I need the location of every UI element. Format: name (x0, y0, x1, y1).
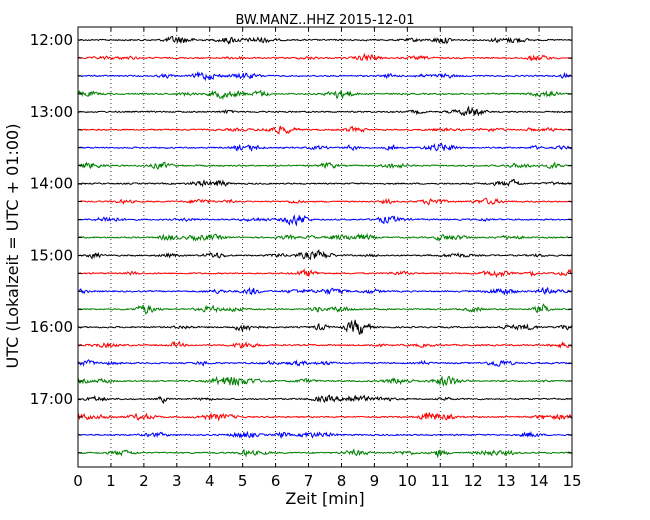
x-tick-label: 8 (337, 472, 347, 490)
trace-1515 (77, 268, 572, 279)
y-tick-label: 13:00 (30, 103, 73, 121)
x-tick-label: 10 (398, 472, 417, 490)
trace-1530 (77, 286, 572, 296)
seismic-traces (77, 35, 572, 459)
x-tick-label: 15 (562, 472, 581, 490)
trace-1600 (77, 319, 572, 335)
x-grid (110, 27, 540, 467)
x-tick-label: 5 (238, 472, 248, 490)
trace-1630 (77, 359, 572, 368)
x-tick-label: 2 (139, 472, 149, 490)
x-tick-label: 12 (464, 472, 483, 490)
trace-1200 (77, 35, 572, 45)
x-tick-label: 1 (106, 472, 116, 490)
trace-1430 (77, 214, 572, 227)
x-tick-label: 14 (530, 472, 549, 490)
trace-1730 (77, 430, 572, 440)
x-tick-label: 3 (172, 472, 182, 490)
trace-1745 (77, 448, 572, 459)
y-axis-ticks: 12:00 13:00 14:00 15:00 16:00 17:00 (30, 31, 572, 454)
x-axis-ticks: 0 1 2 3 4 5 6 7 8 9 10 11 12 13 14 15 (73, 27, 582, 490)
x-tick-label: 4 (205, 472, 215, 490)
trace-1615 (77, 340, 572, 349)
x-tick-label: 6 (271, 472, 281, 490)
trace-1445 (77, 232, 572, 242)
trace-1500 (77, 248, 572, 261)
trace-1230 (77, 70, 572, 82)
trace-1315 (77, 125, 572, 135)
plot-frame (77, 26, 573, 468)
x-tick-label: 9 (370, 472, 380, 490)
y-tick-label: 16:00 (30, 318, 73, 336)
trace-1645 (77, 375, 572, 387)
y-tick-label: 12:00 (30, 31, 73, 49)
trace-1300 (77, 105, 572, 117)
x-tick-label: 13 (497, 472, 516, 490)
trace-1545 (77, 303, 572, 316)
trace-1215 (77, 52, 572, 62)
trace-1715 (77, 411, 572, 422)
trace-1700 (77, 394, 572, 405)
x-tick-label: 0 (73, 472, 83, 490)
x-tick-label: 7 (304, 472, 314, 490)
trace-1400 (77, 178, 572, 188)
x-tick-label: 11 (431, 472, 450, 490)
trace-1415 (77, 197, 572, 206)
chart-title: BW.MANZ..HHZ 2015-12-01 (235, 13, 414, 28)
y-tick-label: 15:00 (30, 246, 73, 264)
trace-1245 (77, 89, 572, 100)
y-tick-label: 17:00 (30, 390, 73, 408)
x-axis-label: Zeit [min] (285, 489, 364, 508)
trace-1345 (77, 161, 572, 170)
y-tick-label: 14:00 (30, 175, 73, 193)
y-axis-label: UTC (Lokalzeit = UTC + 01:00) (3, 124, 22, 369)
trace-1330 (77, 142, 572, 152)
